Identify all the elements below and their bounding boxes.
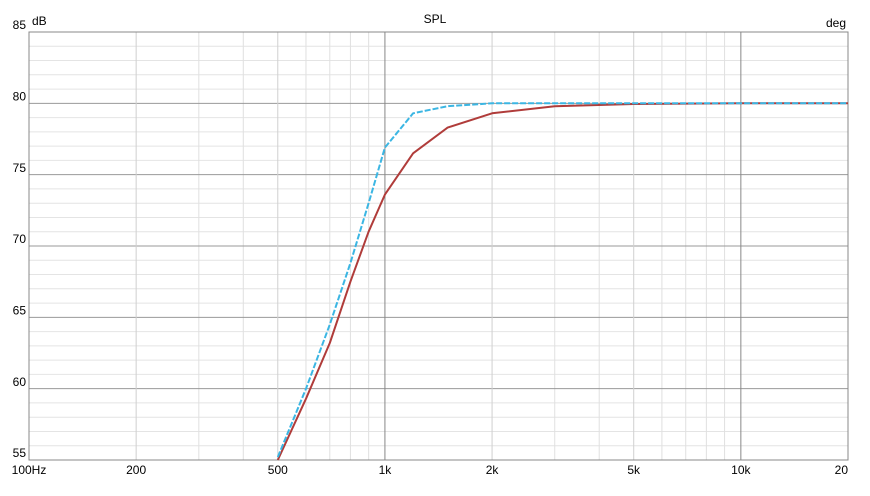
x-tick-label: 500	[268, 463, 288, 477]
y-tick-label: 80	[13, 90, 27, 104]
plot-border	[28, 31, 849, 461]
x-tick-label: 5k	[627, 463, 641, 477]
y-tick-label: 70	[13, 232, 27, 246]
x-tick-label: 100Hz	[12, 463, 47, 477]
y-tick-label: 85	[13, 18, 27, 32]
y-tick-label: 65	[13, 304, 27, 318]
y-tick-label: 55	[13, 446, 27, 460]
y-tick-label: 60	[13, 375, 27, 389]
x-tick-label: 2k	[486, 463, 500, 477]
series-line	[276, 102, 848, 458]
y-axis-label: dB	[32, 14, 47, 28]
x-tick-label: 10k	[731, 463, 751, 477]
x-tick-label: 200	[126, 463, 146, 477]
y2-axis-label: deg	[826, 16, 846, 30]
chart-title: SPL	[424, 12, 447, 26]
y-tick-label: 75	[13, 161, 27, 175]
x-tick-label: 20	[835, 463, 849, 477]
x-tick-label: 1k	[379, 463, 393, 477]
